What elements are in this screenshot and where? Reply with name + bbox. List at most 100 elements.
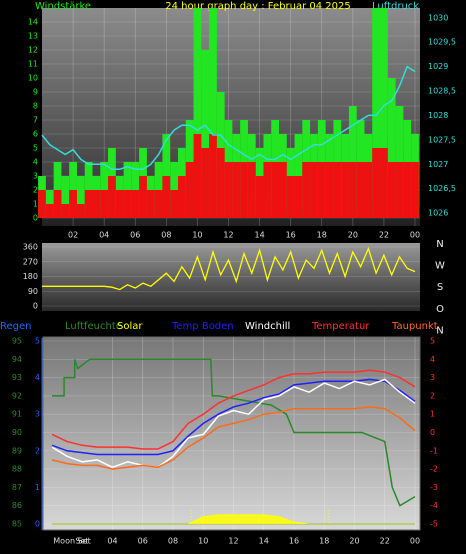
y-tick-label: 3: [33, 172, 38, 181]
bar: [38, 190, 46, 218]
legend-entry: Luftfeuchte: [65, 321, 122, 332]
bar: [185, 162, 194, 218]
bar: [100, 190, 109, 218]
x-tick-label: 20: [349, 537, 359, 546]
y-tick-label: 1029,5: [428, 38, 456, 47]
pressure-line: [41, 65, 416, 170]
bar: [286, 176, 295, 218]
y-tick-label: -1: [430, 446, 438, 455]
y-tick-label: 1026,5: [428, 184, 456, 193]
direction-label: W: [435, 261, 445, 272]
x-tick-label: 22: [379, 231, 389, 240]
bar: [146, 190, 155, 218]
y-tick-label: 7: [33, 116, 38, 125]
y-tick-label: 0: [33, 214, 38, 223]
bar: [356, 162, 365, 218]
plot-background: [42, 243, 420, 311]
series-line: [51, 406, 416, 470]
x-tick-label: 16: [289, 537, 299, 546]
bar: [170, 190, 178, 218]
x-tick-label: 00: [410, 537, 420, 546]
bar: [325, 162, 334, 218]
x-tick-label: 00: [410, 231, 420, 240]
x-tick-label: 18: [317, 231, 327, 240]
y-tick-label: 1028,5: [428, 87, 456, 96]
y-tick-label: 14: [28, 18, 38, 27]
x-tick-label: 04: [107, 537, 117, 546]
y-tick-label: 0: [33, 302, 38, 311]
x-tick-label: 14: [254, 231, 264, 240]
bar: [131, 190, 140, 218]
bar: [61, 204, 70, 218]
direction-label: N: [436, 325, 443, 336]
bar: [271, 162, 280, 218]
y-tick-label: -4: [430, 501, 438, 510]
y-tick-label: 3: [430, 373, 435, 382]
bar: [224, 162, 233, 218]
y-tick-label: 1027: [428, 160, 448, 169]
bar: [193, 8, 202, 218]
y-tick-label: 360: [23, 243, 38, 252]
y-tick-label: 90: [12, 428, 22, 437]
bar: [139, 176, 147, 218]
y-tick-label: -3: [430, 483, 438, 492]
bar: [216, 148, 225, 218]
bar: [387, 78, 396, 218]
x-tick-label: 18: [319, 537, 329, 546]
y-tick-label: 1028: [428, 111, 448, 120]
x-tick-label: 22: [380, 537, 390, 546]
y-tick-label: 12: [28, 46, 38, 55]
wind-direction-line: [42, 246, 416, 291]
bar: [317, 162, 326, 218]
x-tick-label: 06: [138, 537, 148, 546]
x-tick-label: 08: [161, 231, 171, 240]
y-tick-label: 4: [33, 158, 38, 167]
x-tick-label: 12: [228, 537, 238, 546]
y-tick-label: 3: [35, 410, 40, 419]
bar: [177, 176, 186, 218]
bar: [247, 162, 256, 218]
y-tick-label: 92: [12, 391, 22, 400]
bar: [411, 162, 419, 218]
bar: [333, 162, 342, 218]
legend-entry: Windchill: [245, 321, 290, 332]
bar: [162, 176, 171, 218]
bar: [364, 162, 373, 218]
y-tick-label: 8: [33, 102, 38, 111]
y-tick-label: 2: [35, 446, 40, 455]
y-tick-label: 1030: [428, 13, 448, 22]
bar: [302, 162, 311, 218]
chart-title: 24 hour graph day : Februar 04 2025: [165, 1, 350, 12]
bar: [76, 176, 85, 218]
y-tick-label: -2: [430, 465, 438, 474]
bar: [372, 148, 381, 218]
x-tick-label: 12: [223, 231, 233, 240]
bar: [263, 162, 272, 218]
y-tick-label: 89: [12, 446, 22, 455]
bar: [92, 190, 101, 218]
y-tick-label: 4: [35, 373, 40, 382]
bar: [115, 190, 124, 218]
y-tick-label: 9: [33, 88, 38, 97]
direction-label: O: [436, 304, 444, 315]
series-area: [52, 514, 415, 525]
x-tick-label: 02: [68, 231, 78, 240]
bar: [53, 190, 62, 218]
y-tick-label: 11: [28, 60, 38, 69]
bar: [255, 176, 264, 218]
legend-entry: Solar: [117, 321, 143, 332]
legend-entry: Temperatur: [311, 321, 370, 332]
right-axis-label: Luftdruck: [372, 1, 419, 12]
y-tick-label: 180: [23, 272, 38, 281]
bar: [294, 176, 303, 218]
y-tick-label: 2: [33, 186, 38, 195]
bar: [341, 162, 349, 218]
bar: [201, 50, 210, 218]
bar: [279, 162, 287, 218]
bar: [403, 162, 412, 218]
y-tick-label: 5: [430, 337, 435, 346]
y-tick-label: 95: [12, 337, 22, 346]
bar: [209, 134, 217, 218]
y-tick-label: -5: [430, 520, 438, 529]
bar: [209, 8, 217, 218]
